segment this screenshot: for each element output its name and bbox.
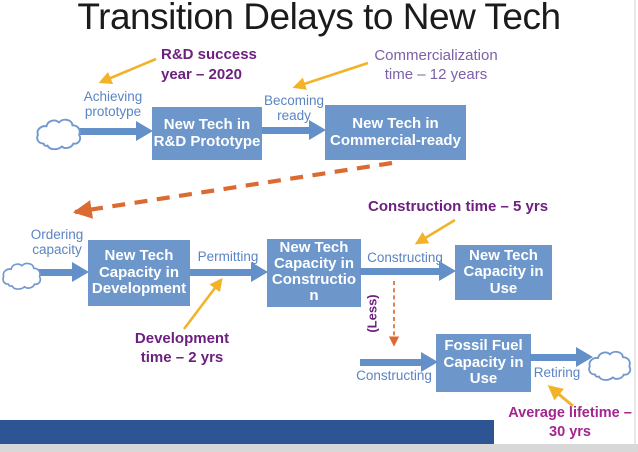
page-title: Transition Delays to New Tech [77, 0, 561, 37]
cloud-retired-icon [588, 350, 632, 381]
slide-right-edge [634, 0, 636, 444]
callout-arrow-commercialization [292, 61, 369, 90]
cloud-source-icon [36, 118, 82, 151]
box-fossil-use: Fossil Fuel Capacity in Use [436, 334, 531, 392]
footer-strip [0, 444, 638, 452]
flow-arrow-retiring [530, 347, 593, 367]
label-ordering-capacity: Ordering capacity [30, 227, 84, 257]
delay-arrow-commercial-to-ordering [72, 160, 393, 219]
flow-arrow-to-prototype [77, 121, 153, 141]
label-achieving-prototype: Achieving prototype [83, 89, 143, 119]
flow-arrow-permitting [190, 262, 268, 282]
flow-arrow-ordering [33, 262, 89, 282]
box-capacity-development: New Tech Capacity in Development [88, 240, 190, 306]
label-permitting: Permitting [197, 249, 259, 264]
annotation-rd-success: R&D success year – 2020 [161, 46, 257, 83]
flow-arrow-becoming-ready [262, 120, 326, 140]
callout-arrow-average-lifetime [547, 385, 574, 408]
annotation-average-lifetime: Average lifetime – 30 yrs [508, 405, 632, 440]
less-arrow-constructing [388, 281, 400, 347]
flow-arrow-constructing-new [360, 261, 456, 281]
label-becoming-ready: Becoming ready [263, 93, 325, 123]
callout-arrow-development-time [182, 277, 223, 330]
box-rd-prototype: New Tech in R&D Prototype [152, 107, 262, 160]
box-commercial-ready: New Tech in Commercial-ready [325, 105, 466, 160]
footer-bar [0, 420, 494, 444]
annotation-commercialization: Commercialization time – 12 years [374, 47, 498, 83]
box-capacity-use: New Tech Capacity in Use [455, 245, 552, 300]
callout-arrow-construction-time [414, 218, 456, 245]
label-retiring: Retiring [533, 365, 581, 380]
cloud-capacity-source-icon [2, 262, 42, 290]
annotation-development-time: Development time – 2 yrs [134, 330, 230, 366]
label-constructing-fossil: Constructing [356, 368, 432, 383]
label-constructing-new: Constructing [367, 250, 443, 265]
box-capacity-construction: New Tech Capacity in Constructio n [267, 239, 361, 307]
annotation-construction-time: Construction time – 5 yrs [368, 198, 549, 215]
flow-arrow-constructing-fossil [360, 352, 438, 372]
callout-arrow-rd-success [98, 57, 157, 84]
